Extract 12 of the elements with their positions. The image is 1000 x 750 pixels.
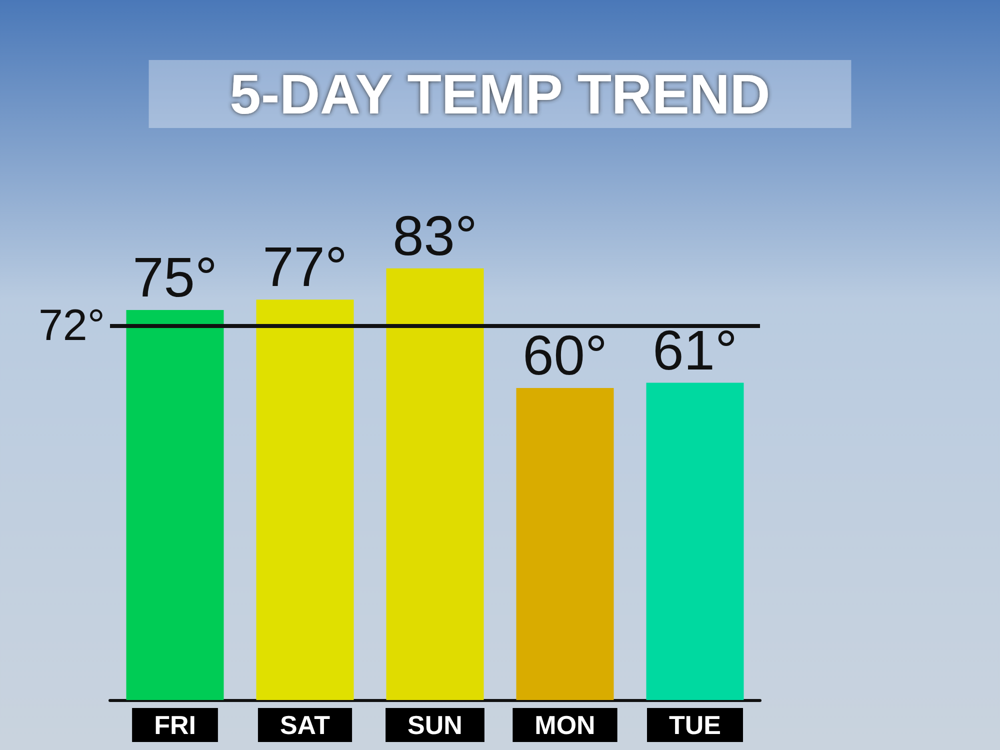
x-tick-label: MON — [534, 710, 596, 740]
data-label: 60° — [522, 324, 608, 386]
data-label: 75° — [132, 246, 218, 308]
x-tick-label: TUE — [669, 710, 721, 740]
data-label: 61° — [652, 318, 738, 382]
x-tick-label: SAT — [280, 710, 330, 740]
data-label: 83° — [392, 204, 478, 267]
chart-title: 5-DAY TEMP TREND — [230, 62, 770, 126]
data-label: 77° — [262, 235, 348, 298]
x-tick-label: FRI — [154, 710, 196, 740]
x-tick-label: SUN — [408, 710, 462, 740]
ref-line-label: 72° — [38, 301, 105, 350]
